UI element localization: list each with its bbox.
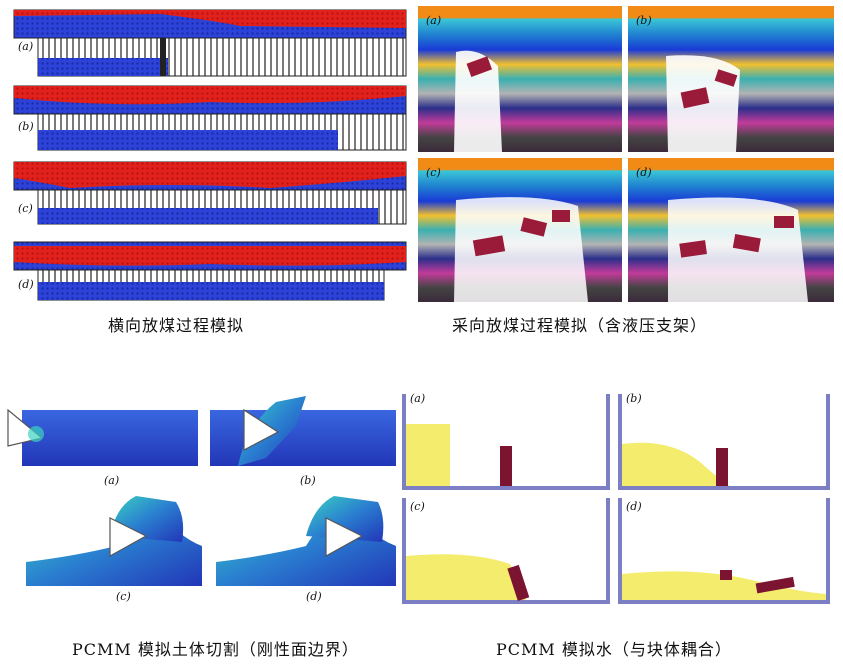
soil-panel-b [210, 396, 396, 466]
soil-panel-d [216, 496, 396, 586]
label-d: (d) [18, 278, 34, 291]
lateral-panel-d: (d) [13, 241, 407, 301]
soil-label-b: (b) [300, 474, 316, 487]
soil-label-d: (d) [306, 590, 322, 603]
longitudinal-panel-b: (b) [628, 6, 834, 152]
label-c-longitudinal: (c) [426, 166, 441, 179]
label-c: (c) [18, 202, 33, 215]
water-label-c: (c) [410, 500, 425, 513]
water-panel-a: (a) [402, 392, 610, 490]
label-d-longitudinal: (d) [636, 166, 652, 179]
label-a-longitudinal: (a) [426, 14, 441, 27]
soil-label-a: (a) [104, 474, 119, 487]
soil-panel-c [26, 496, 202, 586]
water-panel-d: (d) [618, 498, 830, 604]
soil-panel-a [7, 408, 198, 466]
longitudinal-panel-a: (a) [418, 6, 622, 152]
lateral-panel-b: (b) [13, 85, 407, 151]
longitudinal-caving-svg: (a) (b) (c) (d) [418, 6, 834, 302]
caption-longitudinal-caving: 采向放煤过程模拟（含液压支架） [452, 316, 708, 335]
soil-cutting-svg: (a) (b) (c) (d) [7, 396, 396, 603]
lateral-panel-c: (c) [13, 161, 407, 225]
water-label-a: (a) [410, 392, 425, 405]
water-block-svg: (a) (b) (c) (d) [402, 392, 830, 604]
longitudinal-panel-d: (d) [628, 158, 834, 302]
lateral-panel-a: (a) [13, 9, 407, 77]
lateral-caving-svg: (a) (b) (c) (d) [13, 9, 407, 301]
water-label-d: (d) [626, 500, 642, 513]
lateral-caving-figure: (a) (b) (c) (d) [10, 6, 410, 306]
caption-lateral-caving: 横向放煤过程模拟 [108, 316, 245, 335]
label-b: (b) [18, 120, 34, 133]
soil-cutting-figure: (a) (b) (c) (d) [6, 386, 396, 616]
water-label-b: (b) [626, 392, 642, 405]
water-panel-b: (b) [618, 392, 830, 490]
label-b-longitudinal: (b) [636, 14, 652, 27]
soil-label-c: (c) [116, 590, 131, 603]
caption-soil-cutting: PCMM 模拟土体切割（刚性面边界） [72, 640, 359, 659]
longitudinal-panel-c: (c) [418, 158, 622, 302]
water-panel-c: (c) [402, 498, 610, 604]
label-a: (a) [18, 40, 33, 53]
longitudinal-caving-figure: (a) (b) (c) (d) [418, 6, 834, 302]
water-block-figure: (a) (b) (c) (d) [400, 386, 836, 616]
caption-water-block: PCMM 模拟水（与块体耦合） [496, 640, 732, 659]
